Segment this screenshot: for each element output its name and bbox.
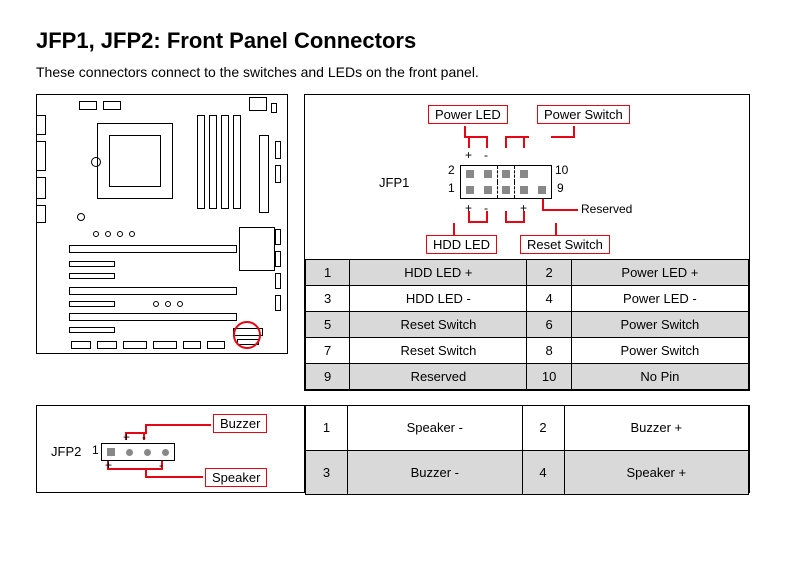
cell-num: 7 [306,338,350,364]
plus-mark: + [465,201,472,215]
table-row: 5 Reset Switch 6 Power Switch [306,312,749,338]
cell-num: 9 [306,364,350,390]
callout-speaker: Speaker [205,468,267,487]
cell-label: Reset Switch [350,312,527,338]
cell-num: 1 [306,260,350,286]
callout-power-led: Power LED [428,105,508,124]
jfp1-connector [460,165,552,199]
jfp1-diagram: JFP1 Power LED Power Switch HDD LED Rese… [305,95,749,259]
cell-num: 4 [522,450,564,494]
jfp2-label: JFP2 [51,444,81,459]
highlight-circle [233,321,261,349]
plus-mark: + [520,201,527,215]
pin-num-br: 9 [557,181,564,195]
motherboard-diagram [36,94,288,354]
table-row: 1 HDD LED + 2 Power LED + [306,260,749,286]
callout-buzzer: Buzzer [213,414,267,433]
pin-num-bl: 1 [448,181,455,195]
cell-label: Speaker + [564,450,748,494]
page-title: JFP1, JFP2: Front Panel Connectors [36,28,750,54]
cell-num: 2 [522,406,564,450]
cell-num: 3 [306,286,350,312]
cell-num: 3 [306,450,348,494]
jfp2-table: 1 Speaker - 2 Buzzer + 3 Buzzer - 4 Spea… [305,406,749,495]
minus-mark: - [142,430,146,444]
page-subtitle: These connectors connect to the switches… [36,64,750,80]
callout-hdd-led: HDD LED [426,235,497,254]
row-jfp1: JFP1 Power LED Power Switch HDD LED Rese… [36,94,750,391]
row-jfp2: JFP2 Buzzer Speaker + - - + 1 1 Speaker [36,405,750,493]
table-row: 3 Buzzer - 4 Speaker + [306,450,749,494]
cell-num: 8 [527,338,571,364]
cell-label: Power Switch [571,338,748,364]
minus-mark: - [484,201,488,215]
jfp1-table: 1 HDD LED + 2 Power LED + 3 HDD LED - 4 … [305,259,749,390]
cell-label: No Pin [571,364,748,390]
pin-num-tr: 10 [555,163,568,177]
cell-label: Reserved [350,364,527,390]
cell-label: HDD LED + [350,260,527,286]
jfp1-label: JFP1 [379,175,409,190]
table-row: 9 Reserved 10 No Pin [306,364,749,390]
cell-num: 2 [527,260,571,286]
cell-label: Power Switch [571,312,748,338]
cell-label: Buzzer + [564,406,748,450]
jfp1-panel: JFP1 Power LED Power Switch HDD LED Rese… [304,94,750,391]
table-row: 7 Reset Switch 8 Power Switch [306,338,749,364]
minus-mark: - [484,148,488,162]
plus-mark: + [123,430,130,444]
pin-num-tl: 2 [448,163,455,177]
cell-label: Power LED + [571,260,748,286]
reserved-label: Reserved [581,202,632,216]
plus-mark: + [465,148,472,162]
jfp2-connector [101,443,175,461]
cell-label: Speaker - [348,406,523,450]
table-row: 1 Speaker - 2 Buzzer + [306,406,749,450]
callout-reset-switch: Reset Switch [520,235,610,254]
jfp2-diagram: JFP2 Buzzer Speaker + - - + 1 [37,406,305,492]
cell-label: Reset Switch [350,338,527,364]
callout-power-switch: Power Switch [537,105,630,124]
table-row: 3 HDD LED - 4 Power LED - [306,286,749,312]
cell-label: HDD LED - [350,286,527,312]
cell-num: 6 [527,312,571,338]
cell-label: Buzzer - [348,450,523,494]
pin-num-left: 1 [92,443,99,457]
cell-label: Power LED - [571,286,748,312]
cell-num: 10 [527,364,571,390]
cell-num: 5 [306,312,350,338]
cell-num: 4 [527,286,571,312]
cell-num: 1 [306,406,348,450]
